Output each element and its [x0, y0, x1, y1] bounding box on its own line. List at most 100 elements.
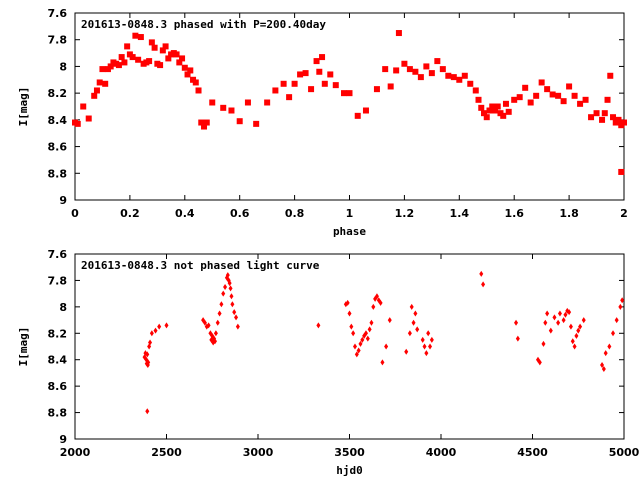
- data-point: [229, 293, 234, 300]
- data-point: [445, 72, 452, 79]
- data-point: [228, 107, 235, 114]
- x-tick-label: 0.6: [230, 207, 250, 220]
- data-point: [124, 43, 131, 50]
- y-tick-label: 8.8: [48, 167, 68, 180]
- data-point: [206, 322, 211, 329]
- data-point: [351, 330, 356, 337]
- data-point: [253, 120, 260, 127]
- data-point: [129, 54, 136, 61]
- data-point: [302, 70, 309, 77]
- data-point: [209, 99, 216, 106]
- phased-light-curve-panel: 0 0.2 0.4 0.6 0.8 1 1.2 1.4 1.6 1.8 2 7.6 7.8 8 8.2 8.4…: [17, 7, 628, 238]
- data-point: [235, 323, 240, 330]
- data-point: [450, 74, 457, 81]
- x-tick-label: 2: [620, 207, 628, 220]
- data-point: [232, 309, 237, 316]
- data-point: [556, 319, 561, 326]
- data-point: [230, 301, 235, 308]
- y-tick-label: 8.6: [48, 380, 68, 393]
- data-point: [614, 317, 619, 324]
- data-point: [228, 285, 233, 292]
- data-point: [620, 297, 625, 304]
- data-point: [393, 67, 400, 74]
- data-point: [236, 118, 243, 125]
- data-point: [179, 55, 186, 62]
- data-point: [571, 92, 578, 99]
- data-point: [74, 120, 81, 127]
- data-point: [570, 338, 575, 345]
- data-point: [145, 351, 150, 358]
- data-point: [373, 86, 380, 93]
- data-point: [93, 87, 100, 94]
- data-point: [215, 319, 220, 326]
- y-tick-label: 7.6: [48, 7, 68, 20]
- data-point: [603, 350, 608, 357]
- x-axis-label: hjd0: [336, 464, 363, 477]
- data-point: [162, 43, 169, 50]
- data-point: [387, 317, 392, 324]
- data-point: [297, 71, 304, 78]
- data-point: [195, 87, 202, 94]
- y-tick-label: 9: [59, 433, 67, 446]
- data-point: [96, 79, 103, 86]
- data-point: [541, 340, 546, 347]
- data-point: [511, 96, 518, 103]
- data-point: [420, 336, 425, 343]
- x-tick-label: 2000: [60, 446, 91, 459]
- data-point: [219, 301, 224, 308]
- x-tick-label: 4500: [517, 446, 548, 459]
- data-point: [472, 87, 479, 94]
- data-point: [412, 68, 419, 75]
- data-point: [332, 82, 339, 89]
- data-point: [380, 359, 385, 366]
- data-point: [607, 72, 614, 79]
- data-point: [367, 326, 372, 333]
- plot-frame: [74, 253, 625, 440]
- data-point: [85, 115, 92, 122]
- data-point: [401, 60, 408, 67]
- data-point: [157, 62, 164, 69]
- data-point: [577, 100, 584, 107]
- data-point: [319, 54, 326, 61]
- data-point: [581, 317, 586, 324]
- data-point: [522, 84, 529, 91]
- data-point: [157, 323, 162, 330]
- y-tick-label: 8.2: [48, 327, 68, 340]
- data-point: [545, 310, 550, 317]
- data-point: [369, 319, 374, 326]
- data-point: [406, 66, 413, 73]
- chart-title: 201613-0848.3 not phased light curve: [81, 259, 320, 272]
- data-point: [272, 87, 279, 94]
- x-tick-label: 2500: [151, 446, 182, 459]
- data-point: [618, 303, 623, 310]
- data-point: [99, 66, 106, 73]
- data-point: [461, 72, 468, 79]
- data-point: [572, 343, 577, 350]
- data-point: [601, 365, 606, 372]
- data-point: [483, 114, 490, 121]
- data-point: [308, 86, 315, 93]
- data-point: [561, 317, 566, 324]
- y-tick-label: 8.4: [48, 354, 68, 367]
- data-point: [411, 319, 416, 326]
- data-point: [505, 108, 512, 115]
- data-point: [618, 168, 625, 175]
- data-point: [456, 76, 463, 83]
- data-point: [621, 119, 627, 126]
- plot-frame: [74, 12, 625, 201]
- data-point: [148, 39, 155, 46]
- data-point: [382, 66, 389, 73]
- data-point: [429, 336, 434, 343]
- data-point: [538, 79, 545, 86]
- data-point: [516, 94, 523, 101]
- data-point: [173, 51, 180, 58]
- data-point: [327, 71, 334, 78]
- data-point: [578, 323, 583, 330]
- data-point: [356, 347, 361, 354]
- y-tick-label: 8: [59, 60, 67, 73]
- data-point: [599, 116, 606, 123]
- data-point: [346, 90, 353, 97]
- data-point: [428, 343, 433, 350]
- data-point: [417, 74, 424, 81]
